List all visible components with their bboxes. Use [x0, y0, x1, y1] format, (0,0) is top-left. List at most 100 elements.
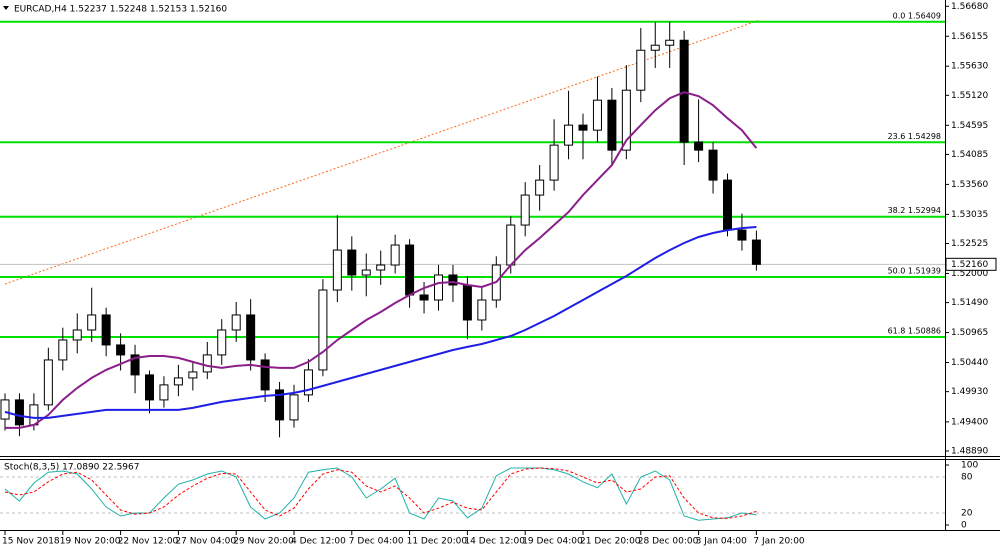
- x-tick-label: 15 Nov 2018: [2, 537, 60, 547]
- candle-body: [737, 229, 747, 241]
- x-tick-label: 4 Dec 12:00: [291, 537, 346, 547]
- candle-body: [405, 244, 415, 296]
- candle-body: [650, 44, 660, 51]
- candle-body: [0, 399, 10, 420]
- y-tick-label: 1.55120: [951, 91, 988, 101]
- candle-body: [159, 384, 169, 401]
- candle-body: [173, 377, 183, 386]
- y-tick-label: 1.52525: [951, 239, 988, 249]
- candle-body: [14, 399, 24, 426]
- y-tick-label: 1.49930: [951, 387, 988, 397]
- candle-body: [578, 124, 588, 131]
- candle-body: [621, 89, 631, 151]
- chart-title: EURCAD,H4 1.52237 1.52248 1.52153 1.5216…: [14, 5, 227, 15]
- indicator-title: Stoch(8,3,5) 17.0890 22.5967: [4, 463, 139, 473]
- candle-body: [275, 389, 285, 421]
- candle-body: [101, 314, 111, 346]
- candle-body: [202, 354, 212, 373]
- x-tick-label: 19 Dec 04:00: [522, 537, 583, 547]
- candle-body: [303, 369, 313, 396]
- stochastic-line: [4, 467, 757, 519]
- candle-body: [751, 239, 761, 265]
- candle-body: [448, 274, 458, 286]
- candle-body: [390, 244, 400, 266]
- candle-body: [347, 249, 357, 276]
- x-tick-label: 11 Dec 20:00: [407, 537, 468, 547]
- candle-body: [217, 329, 227, 356]
- candle-body: [289, 394, 299, 421]
- y-tick-label: 1.56680: [951, 2, 988, 12]
- candle-body: [116, 344, 126, 356]
- x-tick-label: 22 Nov 12:00: [118, 537, 179, 547]
- x-tick-label: 19 Nov 20:00: [60, 537, 121, 547]
- candle-body: [145, 374, 154, 401]
- y-tick-label: 80: [961, 473, 973, 483]
- candle-body: [520, 194, 530, 226]
- candle-body: [43, 359, 53, 406]
- candle-body: [636, 49, 646, 91]
- y-tick-label: 0: [961, 521, 967, 531]
- y-tick-label: 1.48890: [951, 447, 988, 457]
- candle-body: [462, 284, 472, 321]
- candle-body: [260, 359, 270, 391]
- stochastic-line: [4, 467, 757, 521]
- y-tick-label: 1.54595: [951, 121, 988, 131]
- y-tick-label: 1.53560: [951, 180, 988, 190]
- candle-body: [246, 314, 256, 361]
- candle-body: [231, 314, 241, 331]
- y-tick-label: 1.53035: [951, 210, 988, 220]
- candle-body: [419, 294, 429, 301]
- candle-body: [188, 371, 198, 379]
- y-tick-label: 1.54085: [951, 150, 988, 160]
- moving-average: [4, 226, 757, 419]
- y-tick-label: 20: [961, 509, 973, 519]
- x-tick-label: 7 Dec 04:00: [349, 537, 404, 547]
- candle-body: [723, 179, 732, 231]
- candle-body: [361, 269, 371, 276]
- y-tick-label: 1.51490: [951, 298, 988, 308]
- fibo-label: 38.2 1.52994: [888, 206, 941, 215]
- candle-body: [434, 274, 443, 301]
- candle-body: [130, 354, 140, 376]
- header-arrow: [3, 6, 9, 10]
- candle-body: [506, 224, 516, 266]
- candle-body: [332, 249, 342, 291]
- y-tick-label: 1.55630: [951, 62, 988, 72]
- fibo-label: 0.0 1.56409: [893, 11, 941, 20]
- moving-average: [5, 91, 758, 429]
- y-tick-label: 1.52000: [951, 269, 988, 279]
- candle-body: [694, 141, 704, 151]
- x-tick-label: 28 Dec 00:00: [638, 537, 699, 547]
- candle-body: [535, 179, 545, 196]
- candle-body: [665, 39, 675, 46]
- x-tick-label: 3 Jan 04:00: [696, 537, 748, 547]
- y-tick-label: 1.49400: [951, 417, 988, 427]
- candle-body: [58, 339, 68, 361]
- trend-line: [4, 19, 761, 285]
- candle-body: [592, 99, 602, 131]
- fibo-label: 50.0 1.51939: [888, 266, 941, 275]
- candle-body: [376, 264, 386, 271]
- x-tick-label: 21 Dec 20:00: [580, 537, 641, 547]
- x-tick-label: 14 Dec 12:00: [464, 537, 525, 547]
- candle-body: [708, 149, 718, 181]
- candle-body: [564, 124, 574, 146]
- x-tick-label: 29 Nov 20:00: [233, 537, 294, 547]
- fibo-label: 23.6 1.54298: [888, 132, 941, 141]
- candle-body: [318, 289, 328, 371]
- last-price-label: 1.52160: [951, 260, 988, 270]
- y-tick-label: 1.56155: [951, 32, 988, 42]
- candle-body: [477, 299, 487, 321]
- candle-body: [549, 144, 559, 181]
- candle-body: [607, 99, 617, 151]
- candle-body: [87, 314, 97, 331]
- x-tick-label: 27 Nov 04:00: [175, 537, 236, 547]
- y-tick-label: 100: [961, 461, 978, 471]
- x-tick-label: 7 Jan 20:00: [753, 537, 805, 547]
- candle-body: [72, 329, 82, 341]
- y-tick-label: 1.50965: [951, 328, 988, 338]
- y-tick-label: 1.50440: [951, 358, 988, 368]
- last-price-box: [945, 257, 997, 271]
- fibo-label: 61.8 1.50886: [888, 327, 941, 336]
